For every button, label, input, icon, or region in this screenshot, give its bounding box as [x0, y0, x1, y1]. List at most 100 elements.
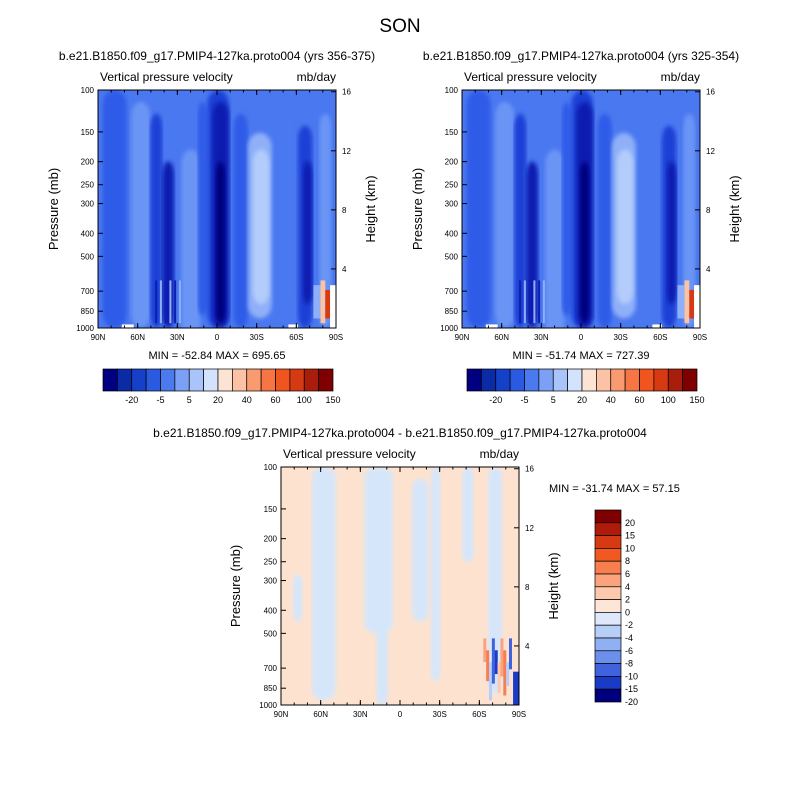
- contour-band: [466, 90, 491, 328]
- contour-band: [616, 149, 634, 305]
- colorbar-box: [594, 548, 622, 562]
- colorbar-label: -4: [625, 633, 633, 643]
- colorbar-box: [145, 368, 161, 392]
- contour-band: [150, 113, 163, 328]
- y2-tick-label: 4: [706, 265, 711, 274]
- contour-band: [461, 467, 474, 563]
- topography-mask: [121, 324, 134, 328]
- x-tick-label: 60N: [130, 333, 145, 342]
- x-tick-label: 60N: [494, 333, 509, 342]
- colorbar-label: -6: [625, 646, 633, 656]
- y-tick-label: 100: [81, 86, 95, 95]
- y-tick-label: 1000: [259, 701, 277, 710]
- contour-band: [162, 161, 175, 328]
- contour-band: [523, 280, 526, 324]
- contour-band: [169, 280, 172, 324]
- x-tick-label: 30S: [250, 333, 264, 342]
- panel-right: b.e21.B1850.f09_g17.PMIP4-127ka.proto004…: [410, 49, 742, 405]
- x-tick-label: 90N: [91, 333, 106, 342]
- y-axis-label: Pressure (mb): [410, 168, 425, 250]
- colorbar-box: [594, 637, 622, 652]
- contour-band: [376, 597, 389, 705]
- y2-tick-label: 12: [706, 147, 715, 156]
- colorbar-label: 5: [551, 395, 556, 405]
- contour-band: [197, 101, 208, 317]
- colorbar-box: [594, 560, 622, 575]
- contour-band: [489, 662, 493, 701]
- contour-band: [319, 113, 332, 328]
- topography-mask: [485, 324, 498, 328]
- colorbar-box: [466, 368, 482, 392]
- contour-band: [513, 671, 519, 705]
- y2-axis-label: Height (km): [727, 175, 742, 242]
- colorbar-box: [524, 368, 540, 392]
- colorbar-label: -8: [625, 659, 633, 669]
- min-max-stats: MIN = -51.74 MAX = 727.39: [513, 350, 650, 362]
- colorbar-box: [174, 368, 190, 392]
- contour-band: [528, 280, 531, 324]
- colorbar-box: [246, 368, 262, 392]
- colorbar-label: -5: [520, 395, 528, 405]
- y-tick-label: 850: [264, 684, 278, 693]
- contour-band: [495, 101, 515, 328]
- colorbar-box: [594, 676, 622, 690]
- x-tick-label: 0: [215, 333, 220, 342]
- y2-tick-label: 12: [342, 147, 351, 156]
- contour-band: [509, 638, 513, 670]
- colorbar-box: [594, 624, 622, 639]
- colorbar-label: 20: [625, 518, 635, 528]
- contour-band: [683, 113, 696, 328]
- colorbar-label: -10: [625, 671, 638, 681]
- contour-band: [684, 280, 690, 324]
- panel-difference: b.e21.B1850.f09_g17.PMIP4-127ka.proto004…: [153, 426, 680, 719]
- colorbar-box: [594, 573, 622, 588]
- contour-band: [178, 280, 181, 324]
- topography-mask: [694, 285, 700, 328]
- y-axis-label: Pressure (mb): [228, 545, 243, 627]
- contour-band: [666, 161, 677, 305]
- x-tick-label: 30S: [433, 710, 447, 719]
- colorbar-label: -5: [156, 395, 164, 405]
- contour-band: [545, 149, 565, 328]
- y-tick-label: 500: [445, 252, 459, 261]
- y-tick-label: 500: [264, 629, 278, 638]
- x-tick-label: 90S: [693, 333, 707, 342]
- variable-label: Vertical pressure velocity: [464, 70, 597, 84]
- topography-mask: [288, 324, 298, 328]
- colorbar-label: 20: [213, 395, 223, 405]
- contour-band: [500, 638, 504, 677]
- colorbar-box: [289, 368, 305, 392]
- y-tick-label: 700: [445, 287, 459, 296]
- colorbar-box: [131, 368, 147, 392]
- colorbar-label: 100: [661, 395, 676, 405]
- panel-title: b.e21.B1850.f09_g17.PMIP4-127ka.proto004…: [59, 49, 375, 63]
- y2-tick-label: 4: [525, 642, 530, 651]
- colorbar-box: [188, 368, 204, 392]
- colorbar-box: [481, 368, 497, 392]
- contour-band: [506, 662, 510, 686]
- contour-band: [533, 280, 536, 324]
- y2-tick-label: 12: [525, 524, 534, 533]
- x-tick-label: 0: [398, 710, 403, 719]
- colorbar-box: [594, 535, 622, 549]
- contour-band: [497, 662, 501, 694]
- colorbar-box: [232, 368, 248, 392]
- y-tick-label: 150: [445, 128, 459, 137]
- topography-mask: [652, 324, 662, 328]
- contour-band: [252, 149, 270, 305]
- contour-band: [102, 90, 127, 328]
- units-label: mb/day: [480, 447, 519, 461]
- colorbar-box: [653, 368, 669, 392]
- colorbar-box: [567, 368, 583, 392]
- panel-title: b.e21.B1850.f09_g17.PMIP4-127ka.proto004…: [423, 49, 739, 63]
- colorbar-label: -20: [489, 395, 502, 405]
- colorbar-label: 60: [634, 395, 644, 405]
- colorbar-box: [581, 368, 597, 392]
- x-tick-label: 90N: [455, 333, 470, 342]
- min-max-stats: MIN = -31.74 MAX = 57.15: [549, 483, 680, 495]
- y-tick-label: 1000: [76, 324, 94, 333]
- colorbar-label: 100: [297, 395, 312, 405]
- colorbar-box: [260, 368, 276, 392]
- contour-band: [131, 101, 151, 328]
